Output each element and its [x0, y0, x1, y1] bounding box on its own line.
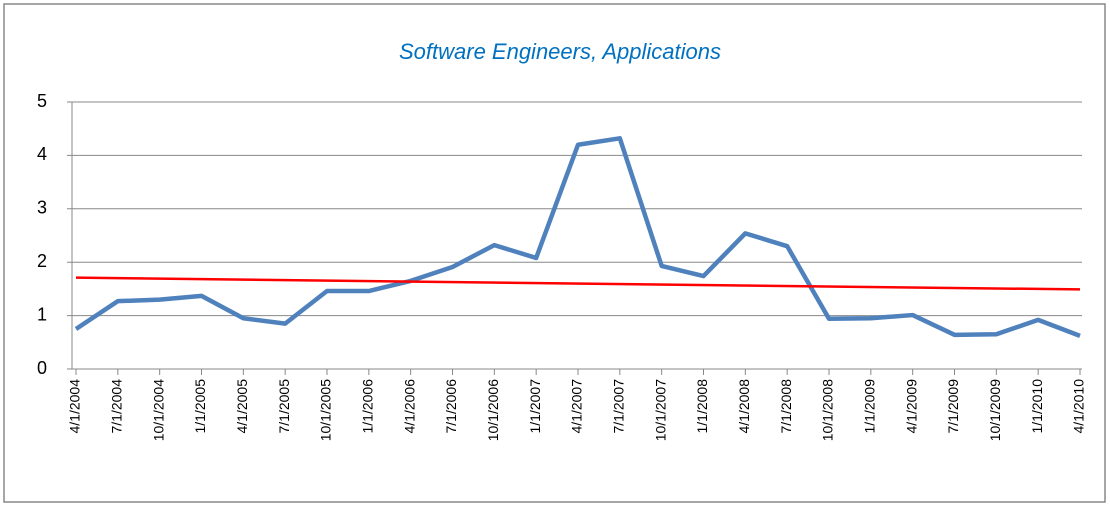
- x-tick-label: 4/1/2009: [903, 379, 919, 434]
- x-tick-label: 4/1/2006: [401, 379, 417, 434]
- chart-title: Software Engineers, Applications: [399, 39, 721, 64]
- x-tick-label: 4/1/2010: [1071, 379, 1087, 434]
- x-tick-label: 7/1/2007: [611, 379, 627, 434]
- x-tick-label: 4/1/2007: [569, 379, 585, 434]
- data-line: [74, 136, 1081, 338]
- x-tick-label: 4/1/2008: [736, 379, 752, 434]
- x-tick-label: 1/1/2010: [1029, 379, 1045, 434]
- y-tick-label: 1: [37, 304, 47, 324]
- x-tick-label: 1/1/2007: [527, 379, 543, 434]
- x-tick-label: 1/1/2006: [360, 379, 376, 434]
- x-tick-label: 1/1/2009: [862, 379, 878, 434]
- x-tick-label: 10/1/2004: [150, 379, 166, 441]
- chart-frame: [3, 3, 1106, 503]
- y-tick-label: 2: [37, 251, 47, 271]
- trend-line: [75, 276, 1081, 291]
- x-tick-label: 7/1/2008: [778, 379, 794, 434]
- x-tick-label: 7/1/2004: [109, 379, 125, 434]
- y-tick-label: 5: [37, 91, 47, 111]
- x-tick-label: 10/1/2008: [820, 379, 836, 441]
- x-tick-label: 10/1/2007: [652, 379, 668, 441]
- x-tick-label: 1/1/2008: [694, 379, 710, 434]
- x-tick-label: 10/1/2005: [318, 379, 334, 441]
- x-tick-label: 7/1/2005: [276, 379, 292, 434]
- x-tick-label: 1/1/2005: [192, 379, 208, 434]
- y-tick-label: 0: [37, 358, 47, 378]
- x-tick-label: 7/1/2009: [945, 379, 961, 434]
- x-tick-label: 10/1/2006: [485, 379, 501, 441]
- x-tick-label: 7/1/2006: [443, 379, 459, 434]
- x-tick-label: 10/1/2009: [987, 379, 1003, 441]
- y-tick-label: 4: [37, 144, 47, 164]
- x-tick-label: 4/1/2005: [234, 379, 250, 434]
- y-tick-label: 3: [37, 198, 47, 218]
- x-tick-label: 4/1/2004: [67, 379, 83, 434]
